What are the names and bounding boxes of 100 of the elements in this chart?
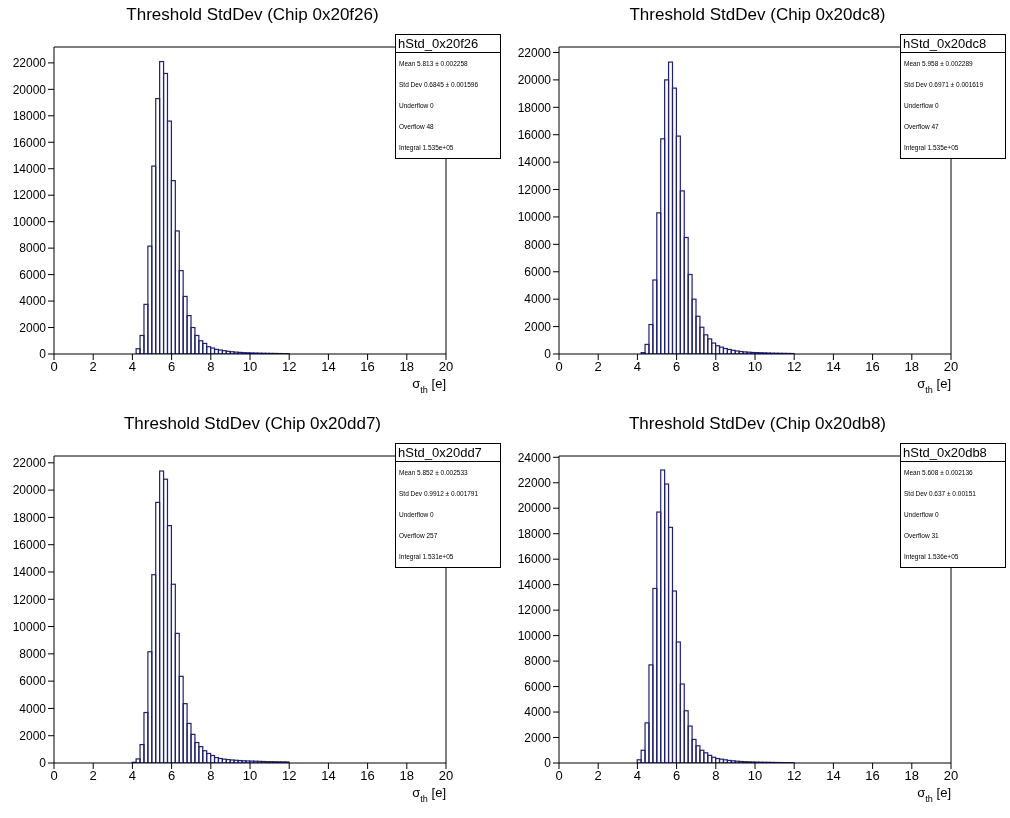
chart-title: Threshold StdDev (Chip 0x20dc8): [628, 4, 887, 26]
y-tick-label: 8000: [524, 654, 552, 669]
y-tick-label: 10000: [517, 628, 552, 643]
y-tick-label: 6000: [19, 674, 47, 689]
x-tick-label: 20: [943, 359, 959, 375]
y-tick-label: 6000: [524, 265, 552, 280]
x-tick-label: 4: [633, 768, 642, 784]
x-tick-label: 20: [943, 768, 959, 784]
y-tick-label: 10000: [12, 619, 47, 634]
y-tick-label: 12000: [12, 188, 47, 203]
x-tick-label: 18: [904, 768, 920, 784]
annotation: hStd_0x20f26: [396, 35, 500, 53]
y-tick-label: 18000: [517, 526, 552, 541]
x-tick-label: 14: [826, 768, 841, 784]
y-tick-label: 18000: [12, 510, 47, 525]
x-tick-label: 16: [360, 768, 375, 784]
x-tick-label: 4: [633, 359, 642, 375]
x-tick-label: 6: [167, 359, 176, 375]
x-tick-label: 12: [786, 768, 802, 784]
y-tick-label: 14000: [517, 155, 552, 170]
x-tick-label: 14: [321, 768, 336, 784]
x-tick-label: 4: [128, 359, 137, 375]
x-tick-label: 18: [399, 359, 415, 375]
y-tick-label: 0: [39, 347, 47, 362]
x-tick-label: 18: [399, 768, 415, 784]
annotation: hStd_0x20dc8: [901, 35, 1005, 53]
y-tick-label: 16000: [12, 537, 47, 552]
y-tick-label: 18000: [517, 100, 552, 115]
y-tick-label: 22000: [12, 456, 47, 471]
y-tick-label: 4000: [524, 292, 552, 307]
x-tick-label: 6: [672, 768, 681, 784]
y-tick-label: 6000: [19, 267, 47, 282]
y-tick-label: 22000: [517, 45, 552, 60]
x-tick-label: 2: [89, 359, 97, 375]
y-tick-label: 2000: [524, 730, 552, 745]
x-tick-label: 16: [360, 359, 375, 375]
y-tick-label: 16000: [517, 127, 552, 142]
x-tick-label: 12: [281, 359, 297, 375]
y-tick-label: 12000: [12, 592, 47, 607]
y-tick-label: 20000: [517, 73, 552, 88]
x-tick-label: 2: [594, 359, 602, 375]
x-tick-label: 2: [594, 768, 602, 784]
x-tick-label: 8: [712, 768, 720, 784]
y-tick-label: 2000: [524, 319, 552, 334]
x-tick-label: 0: [555, 768, 563, 784]
x-tick-label: 6: [167, 768, 176, 784]
x-tick-label: 0: [50, 768, 58, 784]
x-tick-label: 10: [242, 768, 258, 784]
y-tick-label: 10000: [12, 214, 47, 229]
chart-title: Threshold StdDev (Chip 0x20f26): [125, 4, 380, 26]
y-tick-label: 6000: [524, 679, 552, 694]
x-axis-title: σ$_{th}$ [e]: [917, 376, 951, 395]
y-tick-label: 10000: [517, 210, 552, 225]
x-tick-label: 20: [438, 768, 454, 784]
y-tick-label: 16000: [12, 135, 47, 150]
x-tick-label: 10: [747, 359, 763, 375]
y-tick-label: 12000: [517, 182, 552, 197]
x-tick-label: 8: [207, 768, 215, 784]
x-tick-label: 16: [865, 359, 880, 375]
x-tick-label: 0: [50, 359, 58, 375]
x-tick-label: 8: [207, 359, 215, 375]
y-tick-label: 2000: [19, 320, 47, 335]
x-tick-label: 12: [281, 768, 297, 784]
y-tick-label: 2000: [19, 728, 47, 743]
y-tick-label: 4000: [19, 701, 47, 716]
x-tick-label: 6: [672, 359, 681, 375]
x-axis-title: σ$_{th}$ [e]: [412, 376, 446, 395]
y-tick-label: 4000: [524, 705, 552, 720]
annotation: hStd_0x20db8: [901, 444, 1005, 462]
chart-title: Threshold StdDev (Chip 0x20db8): [628, 413, 887, 435]
x-tick-label: 20: [438, 359, 454, 375]
y-tick-label: 20000: [12, 82, 47, 97]
y-tick-label: 16000: [517, 552, 552, 567]
x-tick-label: 10: [747, 768, 763, 784]
x-tick-label: 18: [904, 359, 920, 375]
chart-title: Threshold StdDev (Chip 0x20dd7): [123, 413, 382, 435]
y-tick-label: 0: [39, 756, 47, 771]
y-tick-label: 8000: [19, 241, 47, 256]
x-tick-label: 14: [826, 359, 841, 375]
y-tick-label: 22000: [12, 56, 47, 71]
x-tick-label: 2: [89, 768, 97, 784]
y-tick-label: 14000: [12, 162, 47, 176]
x-axis-title: σ$_{th}$ [e]: [917, 785, 951, 804]
x-tick-label: 10: [242, 359, 258, 375]
y-tick-label: 18000: [12, 109, 47, 124]
y-tick-label: 4000: [19, 294, 47, 309]
y-tick-label: 0: [544, 756, 552, 771]
y-tick-label: 24000: [517, 450, 552, 465]
y-tick-label: 0: [544, 347, 552, 362]
x-axis-title: σ$_{th}$ [e]: [412, 785, 446, 804]
x-tick-label: 12: [786, 359, 802, 375]
y-tick-label: 8000: [524, 237, 552, 252]
annotation: hStd_0x20dd7: [396, 444, 500, 462]
x-tick-label: 8: [712, 359, 720, 375]
y-tick-label: 20000: [12, 483, 47, 498]
y-tick-label: 14000: [12, 565, 47, 580]
y-tick-label: 12000: [517, 603, 552, 618]
y-tick-label: 14000: [517, 577, 552, 592]
x-tick-label: 16: [865, 768, 880, 784]
y-tick-label: 8000: [19, 647, 47, 662]
